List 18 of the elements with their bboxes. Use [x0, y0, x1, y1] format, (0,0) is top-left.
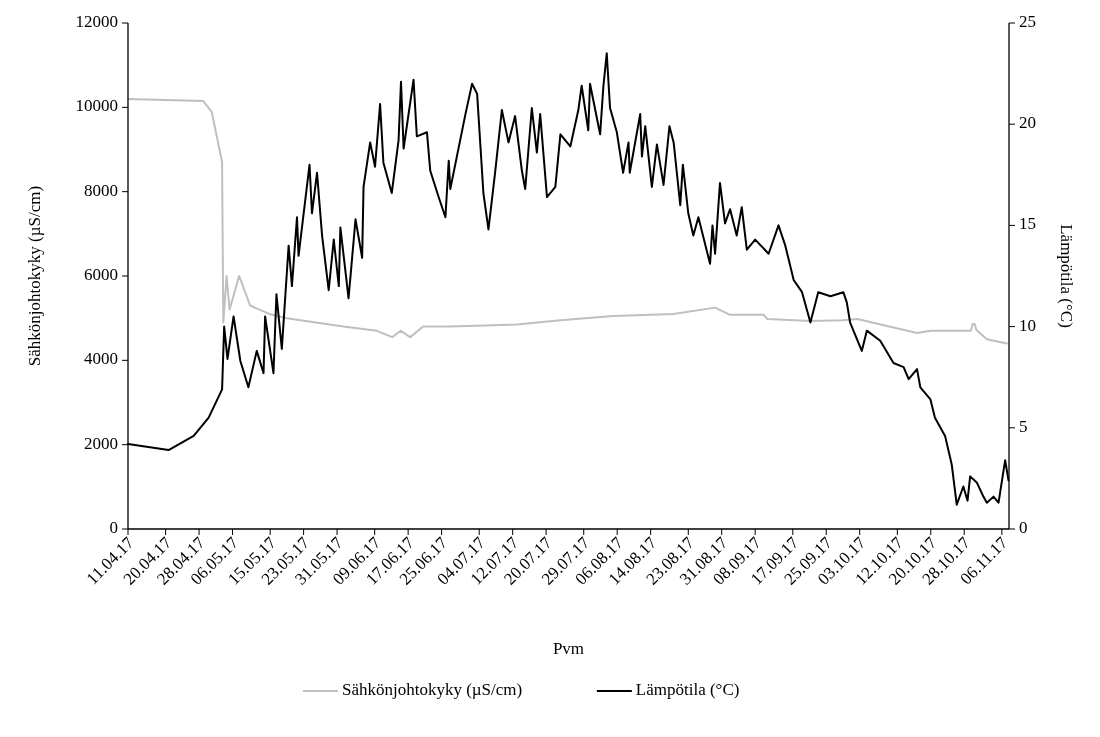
legend-label: Lämpötila (°C) [635, 679, 740, 699]
y-tick-label: 8000 [84, 180, 118, 200]
y2-tick-label: 20 [1019, 113, 1036, 133]
y2-tick-label: 0 [1019, 517, 1028, 537]
y-tick-label: 4000 [84, 349, 118, 369]
legend-label: Sähkönjohtokyky (µS/cm) [341, 679, 523, 699]
x-axis-title: Pvm [552, 639, 585, 658]
y-tick-label: 10000 [75, 96, 118, 116]
y2-axis-title: Lämpötila (°C) [1057, 224, 1076, 328]
y-tick-label: 0 [109, 517, 118, 537]
y2-tick-label: 25 [1019, 11, 1036, 31]
y2-tick-label: 10 [1019, 315, 1036, 335]
y-tick-label: 2000 [84, 433, 118, 453]
y2-tick-label: 15 [1019, 214, 1036, 234]
y-axis-title: Sähkönjohtokyky (µS/cm) [25, 185, 44, 367]
y-tick-label: 6000 [84, 264, 118, 284]
y2-tick-label: 5 [1019, 416, 1028, 436]
y-tick-label: 12000 [75, 11, 118, 31]
